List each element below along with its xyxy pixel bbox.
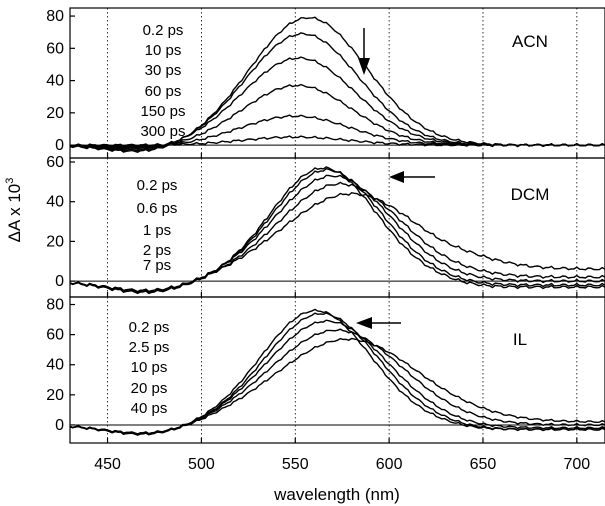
y-tick-label: 60	[46, 154, 64, 171]
y-tick-label: 0	[55, 273, 64, 290]
x-tick-label: 450	[94, 456, 121, 473]
y-tick-label: 80	[46, 8, 64, 25]
arrow-left-icon	[356, 317, 401, 329]
y-axis-title-sup: 3	[4, 178, 16, 184]
x-tick-label: 700	[563, 456, 590, 473]
x-tick-label: 550	[282, 456, 309, 473]
solvent-label-acn: ACN	[512, 32, 548, 51]
x-tick-label: 500	[188, 456, 215, 473]
panel-dcm-y-ticks: 0 20 40 60	[46, 154, 75, 290]
solvent-label-il: IL	[513, 330, 527, 349]
time-label: 0.6 ps	[137, 200, 178, 217]
y-tick-label: 40	[46, 194, 64, 211]
panel-dcm-grid	[108, 158, 577, 297]
y-tick-label: 0	[55, 417, 64, 434]
x-tick-label: 650	[470, 456, 497, 473]
y-tick-label: 0	[55, 137, 64, 154]
time-label: 0.2 ps	[143, 22, 184, 39]
panel-dcm-time-labels: 0.2 ps 0.6 ps 1 ps 2 ps 7 ps	[137, 177, 178, 274]
y-tick-label: 60	[46, 40, 64, 57]
arrow-down-icon	[358, 28, 370, 75]
y-tick-label: 60	[46, 327, 64, 344]
time-label: 7 ps	[143, 257, 171, 274]
panel-dcm: 0 20 40 60	[46, 154, 605, 297]
y-tick-label: 20	[46, 387, 64, 404]
panel-acn-y-ticks: 0 20 40 60 80	[46, 8, 75, 154]
time-label: 1 ps	[143, 222, 171, 239]
panel-acn-time-labels: 0.2 ps 10 ps 30 ps 60 ps 150 ps 300 ps	[140, 22, 185, 140]
x-axis-title: wavelength (nm)	[273, 485, 400, 504]
x-tick-label: 600	[376, 456, 403, 473]
panel-il-grid	[108, 297, 577, 443]
y-tick-label: 20	[46, 105, 64, 122]
arrow-left-icon	[389, 171, 435, 183]
y-axis-title: ΔA x 103	[4, 178, 24, 243]
time-label: 300 ps	[140, 123, 185, 140]
time-label: 0.2 ps	[129, 319, 170, 336]
panel-il-time-labels: 0.2 ps 2.5 ps 10 ps 20 ps 40 ps	[129, 319, 170, 417]
time-label: 30 ps	[145, 62, 182, 79]
y-tick-label: 80	[46, 297, 64, 314]
y-axis-title-main: ΔA x 10	[5, 184, 24, 243]
y-tick-label: 20	[46, 233, 64, 250]
time-label: 2.5 ps	[129, 339, 170, 356]
time-label: 20 ps	[131, 380, 168, 397]
time-label: 60 ps	[145, 83, 182, 100]
solvent-label-dcm: DCM	[511, 185, 550, 204]
time-label: 40 ps	[131, 400, 168, 417]
time-label: 10 ps	[145, 42, 182, 59]
time-label: 10 ps	[131, 359, 168, 376]
y-tick-label: 40	[46, 73, 64, 90]
time-label: 150 ps	[140, 103, 185, 120]
y-tick-label: 40	[46, 357, 64, 374]
panel-acn: 0 20 40 60 80	[46, 8, 605, 158]
x-tick-labels: 450 500 550 600 650 700	[94, 456, 590, 473]
panel-il-y-ticks: 0 20 40 60 80	[46, 297, 75, 434]
time-label: 0.2 ps	[137, 177, 178, 194]
